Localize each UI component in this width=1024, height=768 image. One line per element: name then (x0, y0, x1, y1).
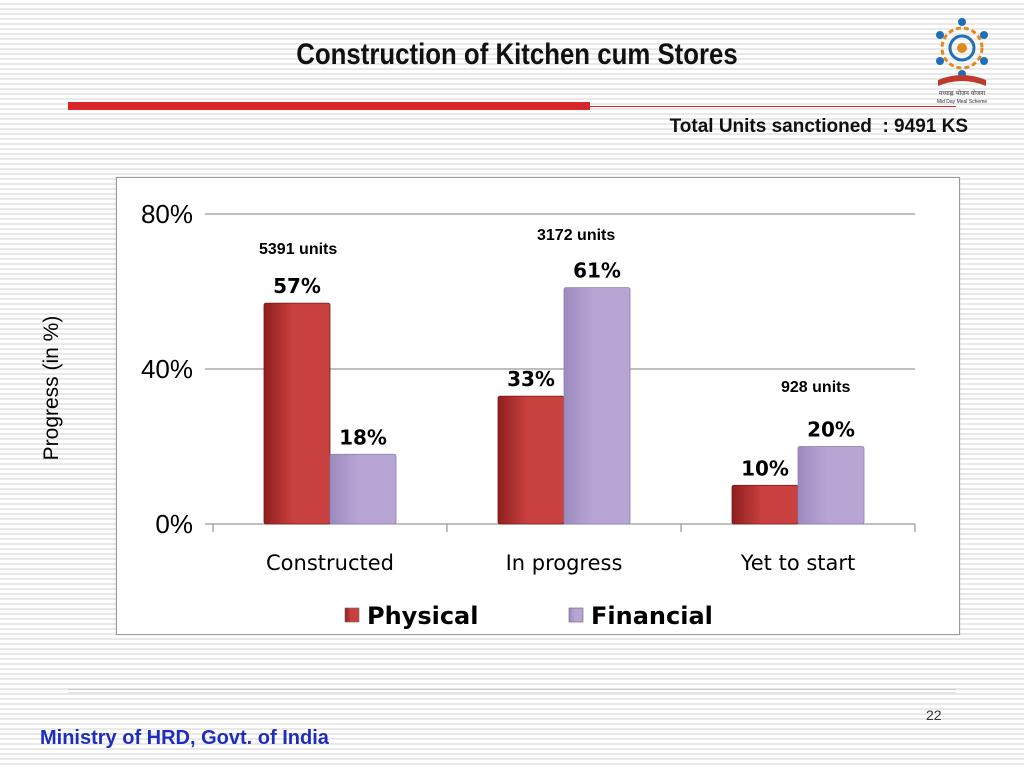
bar-physical-0 (263, 302, 331, 525)
units-annotation: 5391 units (259, 241, 337, 258)
x-tick-label: Yet to start (740, 551, 856, 575)
title-rule-thin (590, 106, 956, 107)
total-units-text: Total Units sanctioned : 9491 KS (669, 116, 968, 137)
slide-title: Construction of Kitchen cum Stores (296, 38, 738, 71)
legend-swatch-physical (344, 607, 360, 623)
page-number: 22 (926, 707, 942, 723)
data-label-financial: 18% (339, 425, 387, 449)
y-tick-label: 0% (155, 509, 193, 539)
y-tick-label: 80% (141, 199, 193, 229)
legend-label-financial: Financial (591, 602, 713, 630)
legend-swatch-financial (568, 607, 584, 623)
logo-caption: Mid Day Meal Scheme (937, 99, 988, 105)
bar-financial-2 (797, 446, 865, 525)
bar-financial-0 (329, 453, 397, 525)
footer-divider (68, 689, 956, 693)
y-axis-label: Progress (in %) (40, 315, 63, 461)
y-tick-label: 40% (141, 354, 193, 384)
mid-day-meal-logo: मध्याह्न भोजन योजना Mid Day Meal Scheme (936, 18, 988, 105)
footer-text: Ministry of HRD, Govt. of India (40, 727, 329, 749)
x-tick-label: In progress (506, 551, 623, 575)
units-annotation: 928 units (781, 379, 850, 396)
x-tick-label: Constructed (266, 551, 394, 575)
data-label-financial: 20% (807, 418, 855, 442)
data-label-physical: 10% (741, 456, 789, 480)
bar-physical-1 (497, 395, 565, 525)
title-rule (68, 102, 590, 110)
bar-financial-1 (563, 287, 631, 525)
legend-label-physical: Physical (367, 602, 478, 630)
bar-chart: 0% 40% 80% 57% 18% Constructed 33% 61% In progre… (141, 199, 916, 630)
bar-physical-2 (731, 484, 799, 525)
logo-text: मध्याह्न भोजन योजना (939, 89, 986, 97)
chart-frame: 0% 40% 80% 57% 18% Constructed 33% 61% In progre… (116, 177, 960, 635)
units-annotation: 3172 units (537, 227, 615, 244)
data-label-financial: 61% (573, 259, 621, 283)
data-label-physical: 33% (507, 367, 555, 391)
data-label-physical: 57% (273, 274, 321, 298)
